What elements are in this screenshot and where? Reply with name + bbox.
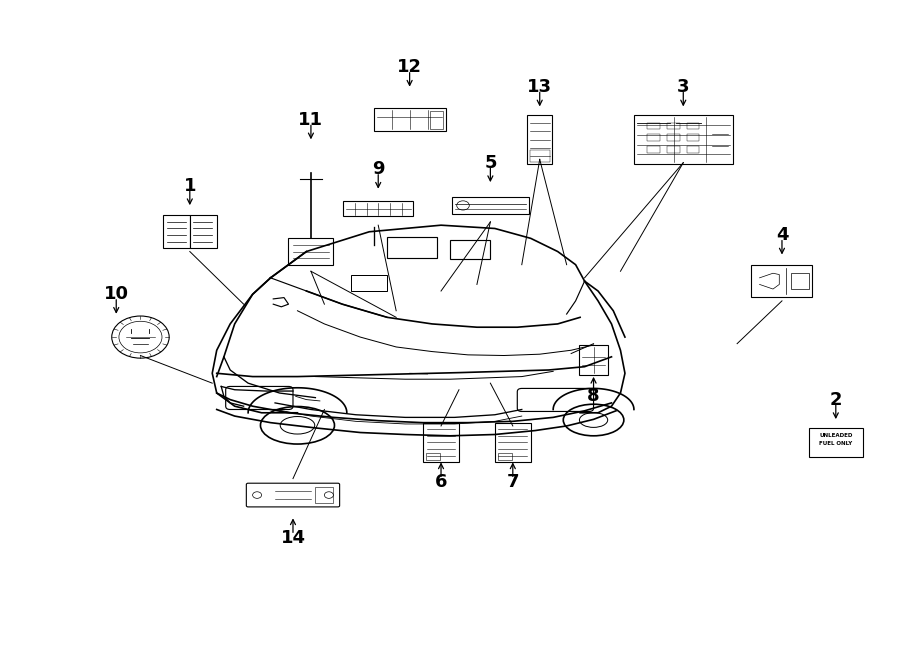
Text: 6: 6 bbox=[435, 473, 447, 491]
Text: FUEL ONLY: FUEL ONLY bbox=[819, 441, 852, 446]
Text: 12: 12 bbox=[397, 58, 422, 76]
Text: 4: 4 bbox=[776, 226, 788, 244]
FancyBboxPatch shape bbox=[752, 265, 813, 297]
Text: 9: 9 bbox=[372, 160, 384, 178]
FancyBboxPatch shape bbox=[634, 115, 733, 165]
Text: 14: 14 bbox=[281, 529, 305, 547]
Text: 1: 1 bbox=[184, 176, 196, 195]
FancyBboxPatch shape bbox=[374, 108, 446, 132]
FancyBboxPatch shape bbox=[343, 202, 413, 216]
Polygon shape bbox=[274, 297, 289, 307]
Text: UNLEADED: UNLEADED bbox=[819, 434, 852, 438]
FancyBboxPatch shape bbox=[580, 345, 608, 375]
FancyBboxPatch shape bbox=[527, 115, 553, 165]
FancyBboxPatch shape bbox=[452, 197, 528, 214]
Text: 2: 2 bbox=[830, 391, 842, 408]
Text: 5: 5 bbox=[484, 153, 497, 172]
FancyBboxPatch shape bbox=[190, 215, 217, 249]
FancyBboxPatch shape bbox=[163, 215, 190, 249]
Text: 8: 8 bbox=[587, 387, 600, 405]
Text: 10: 10 bbox=[104, 286, 129, 303]
Text: 3: 3 bbox=[677, 78, 689, 96]
FancyBboxPatch shape bbox=[289, 239, 333, 264]
Circle shape bbox=[112, 316, 169, 358]
Text: 7: 7 bbox=[507, 473, 519, 491]
FancyBboxPatch shape bbox=[809, 428, 863, 457]
FancyBboxPatch shape bbox=[423, 422, 459, 462]
Text: 11: 11 bbox=[299, 111, 323, 129]
Text: 13: 13 bbox=[527, 78, 553, 96]
FancyBboxPatch shape bbox=[247, 483, 339, 507]
FancyBboxPatch shape bbox=[495, 422, 531, 462]
